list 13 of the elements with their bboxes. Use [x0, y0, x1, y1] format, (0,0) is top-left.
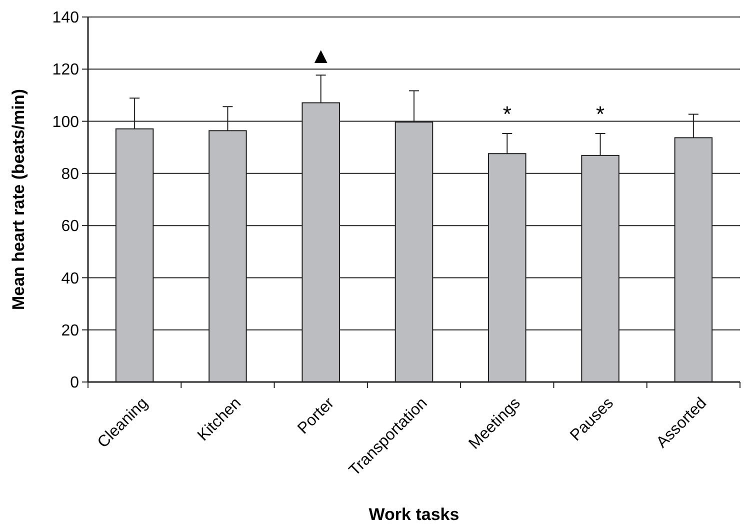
data-label: ▲: [310, 43, 332, 68]
y-tick-label: 80: [61, 166, 80, 184]
data-label: *: [502, 102, 512, 127]
y-tick-label: 120: [52, 62, 80, 79]
x-axis-title: Work tasks: [368, 505, 460, 524]
data-label: *: [596, 102, 606, 127]
y-tick-label: 0: [70, 374, 80, 392]
y-tick-label: 60: [61, 218, 80, 236]
y-tick-label: 40: [61, 270, 80, 288]
y-tick-label: 100: [52, 114, 80, 131]
y-axis-title: Mean heart rate (beats/min): [9, 88, 28, 310]
y-tick-label: 140: [52, 10, 80, 27]
y-tick-label: 20: [61, 322, 80, 340]
